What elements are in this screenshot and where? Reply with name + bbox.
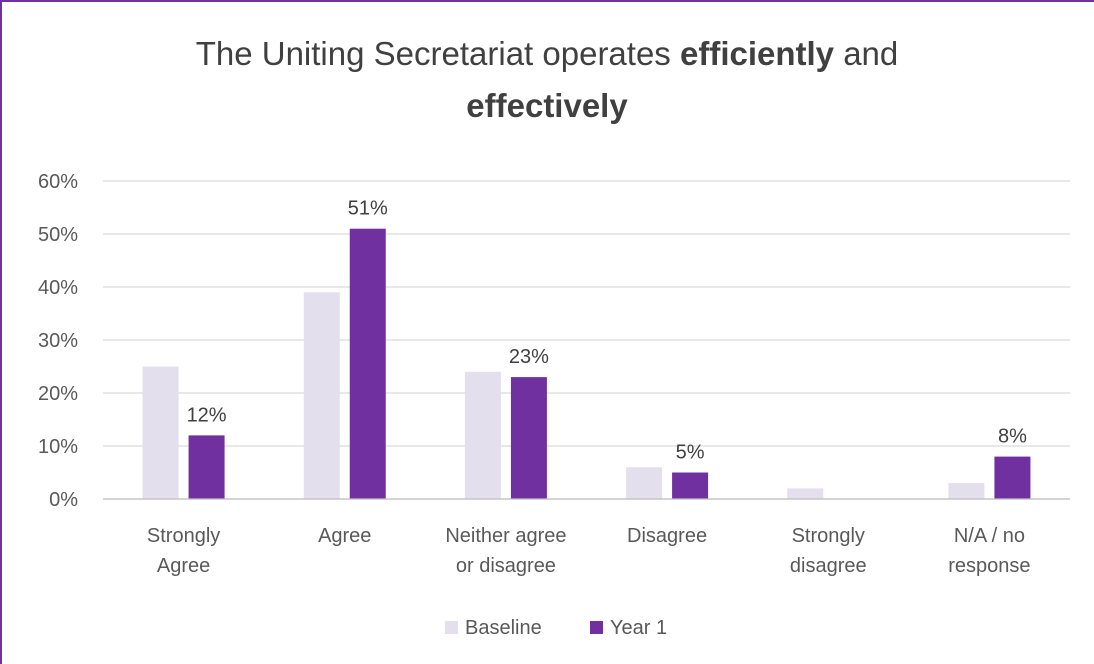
legend-label: Year 1 <box>610 617 667 639</box>
bars: 12% 51% 23% 5% 8% <box>142 198 1031 499</box>
x-tick-label: or disagree <box>456 555 556 577</box>
y-tick-label: 60% <box>38 171 78 193</box>
x-tick-label: Strongly <box>792 525 865 547</box>
data-label: 12% <box>187 404 227 426</box>
title-text-2: and <box>834 35 899 72</box>
x-tick-label: Agree <box>318 525 371 547</box>
data-label: 5% <box>676 442 705 464</box>
title-text-1: The Uniting Secretariat operates <box>195 35 680 72</box>
y-tick-label: 10% <box>38 436 78 458</box>
y-tick-label: 30% <box>38 330 78 352</box>
bar-year-1 <box>349 228 386 499</box>
x-tick-label: Neither agree <box>445 525 566 547</box>
bar-baseline <box>948 483 985 499</box>
data-label: 8% <box>998 426 1027 448</box>
bar-baseline <box>626 467 663 499</box>
x-tick-label: N/A / no <box>954 525 1025 547</box>
bar-baseline <box>303 292 340 499</box>
bar-baseline <box>464 371 501 499</box>
title-bold-2: effectively <box>466 87 628 124</box>
bar-year-1 <box>510 377 547 499</box>
legend-label: Baseline <box>465 617 542 639</box>
bar-year-1 <box>188 435 225 499</box>
legend: Baseline Year 1 <box>445 617 667 639</box>
title-bold-1: efficiently <box>679 35 835 72</box>
x-tick-label: disagree <box>790 555 867 577</box>
bar-year-1 <box>672 472 709 499</box>
legend-swatch <box>590 621 603 634</box>
y-axis: 0% 10% 20% 30% 40% 50% 60% <box>38 171 78 511</box>
x-tick-label: Agree <box>157 555 210 577</box>
x-tick-label: Disagree <box>627 525 707 547</box>
bar-baseline <box>787 488 824 499</box>
y-tick-label: 0% <box>49 489 78 511</box>
y-tick-label: 40% <box>38 277 78 299</box>
x-tick-label: response <box>948 555 1030 577</box>
x-axis: Strongly Agree Agree Neither agree or disagr… <box>103 498 1070 577</box>
data-label: 23% <box>509 346 549 368</box>
bar-baseline <box>142 366 179 499</box>
bar-year-1 <box>994 456 1031 499</box>
x-tick-label: Strongly <box>147 525 220 547</box>
chart-title: The Uniting Secretariat operates efficie… <box>0 28 1094 132</box>
data-label: 51% <box>348 198 388 220</box>
gridlines <box>103 180 1070 500</box>
y-tick-label: 50% <box>38 224 78 246</box>
legend-swatch <box>445 621 458 634</box>
y-tick-label: 20% <box>38 383 78 405</box>
